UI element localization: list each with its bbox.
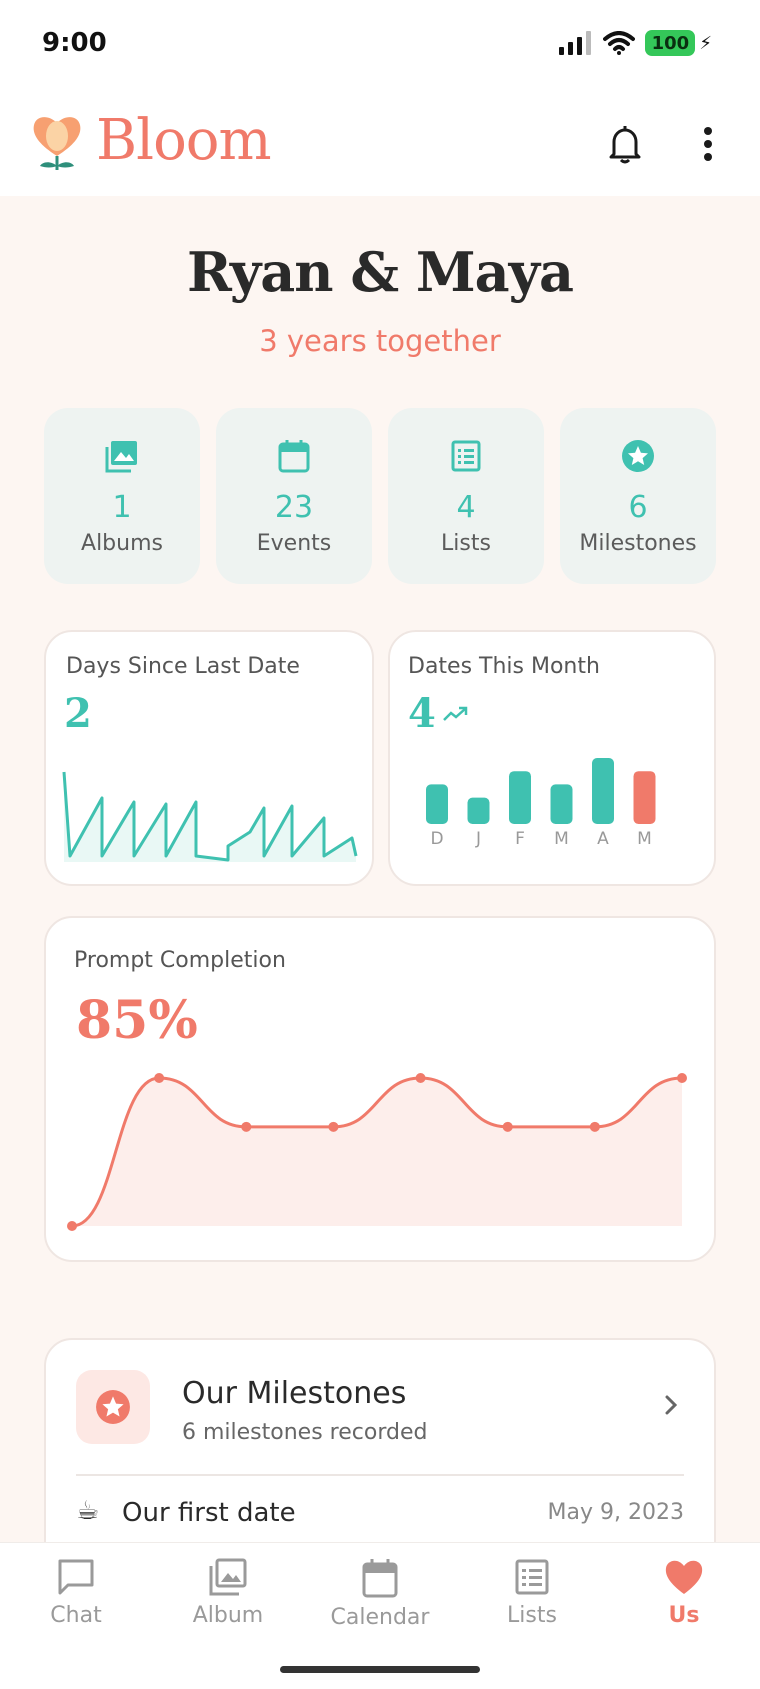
nav-label: Chat — [50, 1603, 102, 1628]
star-badge-icon — [96, 1390, 130, 1424]
home-indicator — [280, 1666, 480, 1673]
days-sparkline — [62, 771, 358, 862]
bar-label-1: J — [475, 829, 481, 849]
prompt-completion-card[interactable]: Prompt Completion 85% — [44, 916, 716, 1262]
nav-calendar[interactable]: Calendar — [304, 1557, 456, 1630]
dates-month-value: 4 — [408, 690, 436, 737]
stat-milestones[interactable]: 6 Milestones — [560, 408, 716, 584]
line-area — [72, 1078, 682, 1226]
stat-label: Milestones — [579, 531, 697, 556]
bar-1 — [467, 797, 490, 824]
stat-label: Events — [256, 531, 332, 556]
bar-label-4: A — [597, 829, 609, 849]
photo-album-icon — [105, 441, 137, 473]
trending-up-icon — [443, 706, 468, 721]
bar-label-5: M — [637, 829, 652, 849]
line-point-5 — [502, 1121, 513, 1132]
status-bar: 9:00 100 ⚡ — [0, 0, 760, 96]
stat-albums[interactable]: 1 Albums — [44, 408, 200, 584]
charging-icon: ⚡ — [699, 32, 712, 54]
dates-month-label: Dates This Month — [408, 654, 600, 679]
together-duration: 3 years together — [259, 324, 501, 358]
milestones-title: Our Milestones — [182, 1376, 407, 1411]
nav-label: Lists — [507, 1603, 557, 1628]
bar-5 — [633, 771, 656, 824]
milestone-label[interactable]: Our first date — [122, 1498, 296, 1528]
stat-label: Lists — [441, 531, 491, 556]
battery-indicator: 100 — [645, 30, 696, 56]
prompt-line-chart — [67, 1073, 687, 1231]
days-since-card[interactable]: Days Since Last Date 2 — [44, 630, 374, 886]
dates-this-month-card[interactable]: Dates This Month 4 D J F M A M — [388, 630, 716, 886]
stats-row: 1 Albums 23 Events 4 Lists — [44, 408, 716, 584]
status-time: 9:00 — [42, 28, 107, 58]
calendar-icon — [278, 440, 310, 473]
stat-label: Albums — [81, 531, 163, 556]
line-point-7 — [677, 1073, 687, 1083]
days-since-value: 2 — [64, 690, 92, 737]
bar-3 — [550, 784, 573, 824]
line-point-1 — [154, 1073, 165, 1083]
wifi-icon — [603, 31, 636, 55]
stat-value: 1 — [112, 490, 132, 525]
nav-us[interactable]: Us — [608, 1557, 760, 1628]
bloom-logo-icon — [33, 117, 81, 170]
status-icons: 100 ⚡ — [559, 30, 712, 56]
line-point-3 — [328, 1121, 339, 1132]
nav-label: Calendar — [330, 1605, 430, 1630]
app-header: Bloom — [0, 96, 760, 196]
line-series — [71, 1076, 683, 1228]
divider — [76, 1474, 684, 1476]
milestones-icon-box — [76, 1370, 150, 1444]
couple-name: Ryan & Maya — [186, 240, 574, 304]
bar-0 — [426, 784, 448, 824]
nav-chat[interactable]: Chat — [0, 1557, 152, 1628]
bar-4 — [592, 758, 614, 824]
chevron-right-icon[interactable] — [664, 1394, 678, 1416]
nav-label: Us — [668, 1603, 700, 1628]
stat-lists[interactable]: 4 Lists — [388, 408, 544, 584]
app-name: Bloom — [96, 108, 272, 173]
coffee-icon: ☕ — [76, 1496, 100, 1526]
stat-value: 23 — [274, 490, 314, 525]
days-since-label: Days Since Last Date — [66, 654, 300, 679]
battery-level: 100 — [651, 32, 690, 54]
line-point-6 — [589, 1121, 600, 1132]
milestone-date: May 9, 2023 — [547, 1500, 684, 1525]
list-icon — [515, 1559, 549, 1595]
bottom-nav: Chat Album Calendar — [0, 1542, 760, 1689]
album-icon — [209, 1558, 247, 1596]
signal-icon — [559, 31, 592, 55]
calendar-icon — [362, 1559, 398, 1598]
bar-label-2: F — [515, 829, 525, 849]
line-point-0 — [67, 1221, 77, 1231]
chat-icon — [58, 1559, 94, 1595]
line-point-4 — [415, 1073, 426, 1083]
stat-events[interactable]: 23 Events — [216, 408, 372, 584]
more-options-icon[interactable] — [702, 126, 714, 162]
line-point-2 — [241, 1121, 252, 1132]
bar-label-0: D — [430, 829, 443, 849]
list-icon — [451, 440, 481, 472]
bar-label-3: M — [554, 829, 569, 849]
bar-2 — [509, 771, 531, 824]
prompt-value: 85% — [76, 990, 198, 1051]
nav-label: Album — [192, 1603, 264, 1628]
milestones-subtitle: 6 milestones recorded — [182, 1420, 428, 1445]
notifications-bell-icon[interactable] — [608, 124, 642, 164]
nav-lists[interactable]: Lists — [456, 1557, 608, 1628]
stat-value: 6 — [628, 490, 648, 525]
stat-value: 4 — [456, 490, 476, 525]
heart-icon — [665, 1560, 703, 1594]
prompt-label: Prompt Completion — [74, 948, 286, 973]
nav-album[interactable]: Album — [152, 1557, 304, 1628]
star-badge-icon — [622, 440, 654, 472]
